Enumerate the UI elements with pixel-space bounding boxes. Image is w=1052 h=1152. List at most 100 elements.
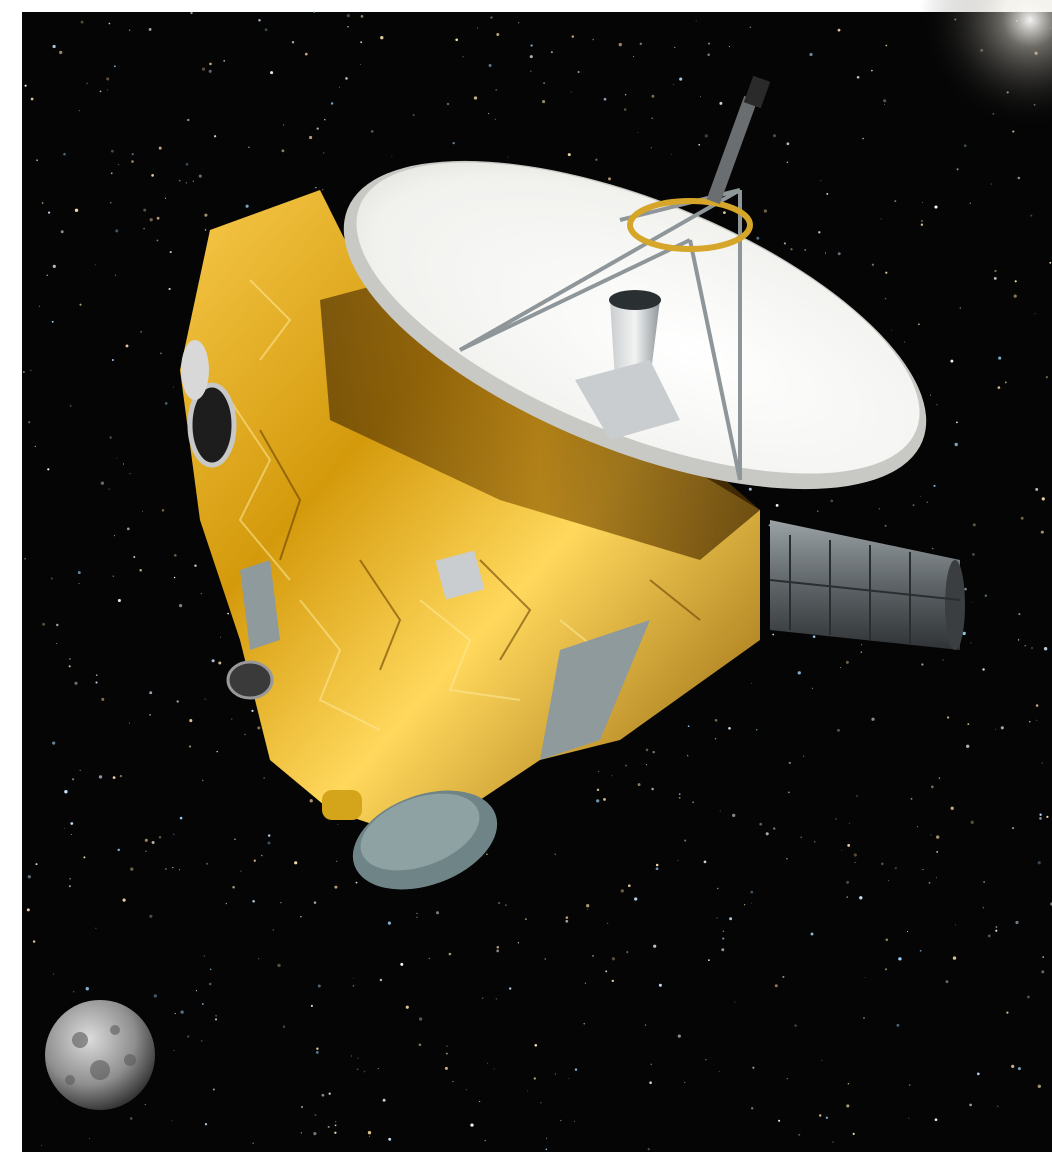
- star: [140, 331, 142, 333]
- star: [972, 523, 976, 527]
- star: [647, 1148, 650, 1151]
- star: [70, 822, 74, 825]
- star: [143, 208, 147, 212]
- star: [583, 1023, 585, 1025]
- star: [223, 60, 226, 62]
- star: [929, 394, 931, 396]
- star: [912, 504, 915, 506]
- star: [1017, 639, 1020, 641]
- star: [1030, 214, 1033, 217]
- star: [1039, 817, 1042, 820]
- star: [79, 769, 81, 771]
- star: [161, 509, 165, 512]
- star: [360, 15, 364, 18]
- star: [845, 660, 849, 664]
- star: [169, 251, 172, 254]
- star: [204, 1123, 208, 1126]
- star: [837, 252, 841, 256]
- star: [367, 1131, 372, 1135]
- star: [1015, 920, 1019, 925]
- star: [790, 248, 793, 251]
- star: [35, 863, 38, 866]
- star: [187, 1035, 190, 1038]
- star: [128, 722, 130, 724]
- star: [205, 862, 209, 865]
- star: [763, 209, 768, 213]
- star: [719, 810, 721, 812]
- star: [623, 108, 627, 111]
- star: [252, 900, 255, 903]
- star: [883, 99, 887, 103]
- star: [931, 547, 934, 550]
- star: [554, 1073, 556, 1075]
- star: [884, 524, 887, 527]
- star: [231, 718, 233, 720]
- star: [473, 96, 478, 100]
- star: [316, 1051, 319, 1054]
- star: [524, 918, 527, 921]
- star: [798, 1133, 801, 1136]
- star: [176, 700, 179, 703]
- star: [47, 468, 50, 471]
- star: [517, 942, 520, 944]
- star: [650, 147, 653, 149]
- star: [707, 53, 711, 57]
- star: [377, 1068, 379, 1069]
- star: [728, 46, 730, 48]
- star: [356, 1068, 359, 1071]
- star: [24, 557, 26, 560]
- star: [773, 134, 776, 138]
- star: [1020, 516, 1024, 520]
- star: [574, 1120, 575, 1122]
- star: [1037, 861, 1041, 865]
- star: [1000, 726, 1004, 730]
- star: [51, 320, 54, 323]
- star: [198, 174, 202, 178]
- star: [678, 796, 681, 799]
- star: [322, 189, 324, 191]
- star: [919, 949, 922, 952]
- star: [825, 252, 826, 254]
- star: [470, 1123, 474, 1127]
- star: [94, 264, 96, 266]
- star: [1035, 704, 1039, 707]
- star: [149, 914, 153, 918]
- star: [658, 983, 662, 987]
- star: [950, 806, 954, 810]
- star: [495, 998, 497, 1000]
- star: [149, 713, 152, 716]
- star: [68, 885, 71, 888]
- star: [337, 823, 339, 825]
- star: [1006, 1011, 1009, 1014]
- star: [935, 877, 937, 879]
- star: [59, 50, 63, 55]
- star: [116, 457, 118, 459]
- star: [674, 46, 676, 48]
- star: [560, 1119, 562, 1122]
- star: [323, 152, 325, 154]
- star: [910, 797, 913, 800]
- star: [400, 962, 404, 966]
- star: [261, 854, 263, 857]
- star: [129, 1117, 133, 1120]
- star: [27, 875, 31, 879]
- star: [839, 667, 841, 669]
- star: [52, 264, 56, 268]
- star: [1012, 130, 1015, 133]
- star: [48, 211, 51, 214]
- star: [984, 594, 987, 597]
- star: [156, 216, 160, 220]
- star: [277, 963, 281, 968]
- star: [180, 1010, 184, 1014]
- star: [714, 719, 718, 722]
- star: [871, 263, 875, 266]
- star: [112, 776, 116, 779]
- star: [494, 118, 496, 121]
- star: [818, 231, 821, 234]
- star: [304, 52, 308, 56]
- star: [95, 681, 98, 684]
- star: [106, 89, 109, 91]
- star: [633, 55, 635, 57]
- star: [444, 1066, 448, 1070]
